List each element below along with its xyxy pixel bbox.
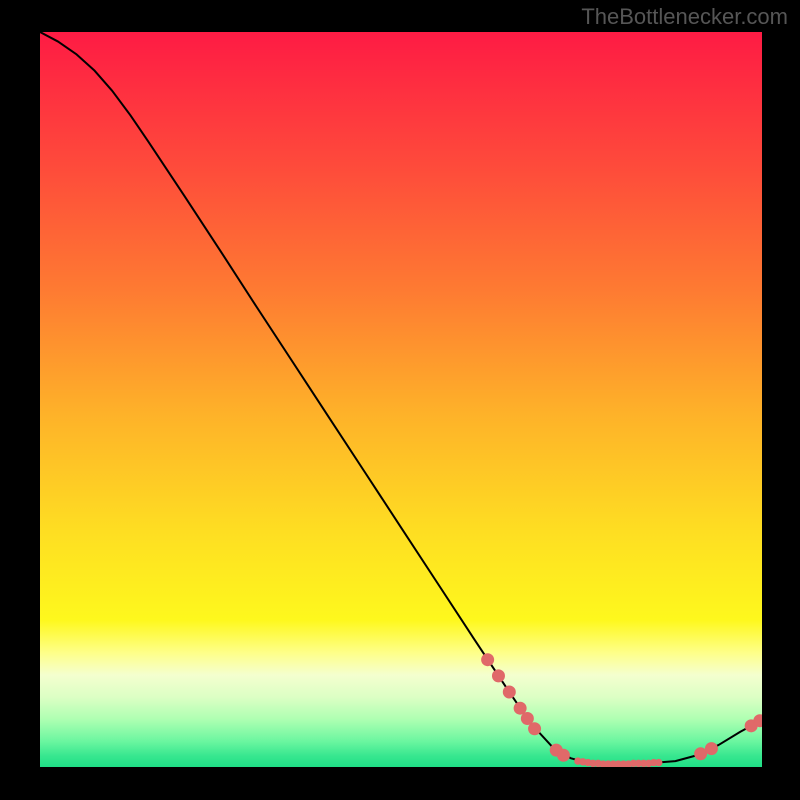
data-marker [482,654,494,666]
data-marker [529,723,541,735]
data-marker [492,670,504,682]
data-marker [705,743,717,755]
watermark-text: TheBottlenecker.com [581,4,788,30]
data-marker [514,702,526,714]
data-marker [656,759,662,765]
bottleneck-curve [40,32,762,764]
data-marker [557,749,569,761]
plot-area [40,32,762,767]
curve-layer [40,32,762,767]
data-marker [695,748,707,760]
data-marker [503,686,515,698]
chart-container: TheBottlenecker.com [0,0,800,800]
data-marker [521,712,533,724]
data-marker [754,715,762,727]
